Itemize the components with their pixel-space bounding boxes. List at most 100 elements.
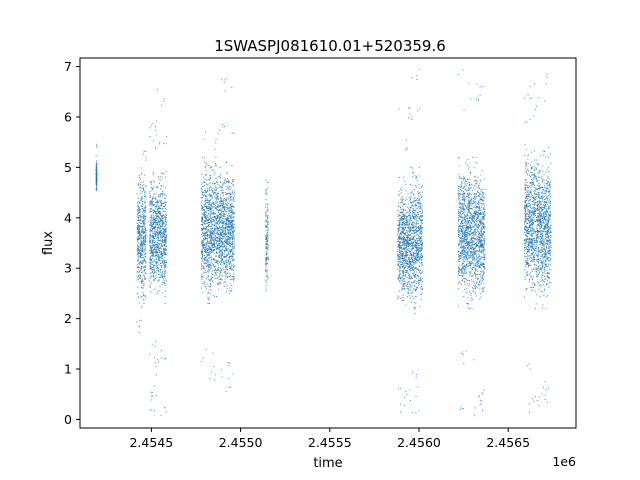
data-point <box>162 228 164 230</box>
data-point <box>403 231 405 233</box>
data-point <box>220 249 222 251</box>
data-point <box>206 183 208 185</box>
data-point <box>205 272 207 274</box>
data-point <box>411 248 413 250</box>
data-point <box>150 272 152 274</box>
data-point <box>214 221 216 223</box>
data-point <box>407 296 409 298</box>
data-point <box>418 192 420 194</box>
data-point <box>143 231 145 233</box>
data-point <box>157 268 159 270</box>
data-point <box>218 224 220 226</box>
data-point <box>220 257 222 259</box>
data-point <box>419 188 421 190</box>
data-point <box>409 208 411 210</box>
data-point <box>159 223 161 225</box>
data-point <box>205 278 207 280</box>
data-point <box>415 258 417 260</box>
data-point <box>201 193 203 195</box>
data-point <box>412 221 414 223</box>
data-point <box>154 226 156 228</box>
data-point <box>155 251 157 253</box>
data-point <box>397 253 399 255</box>
data-point <box>212 236 214 238</box>
data-point <box>215 156 217 158</box>
data-point <box>164 261 166 263</box>
data-point <box>416 277 418 279</box>
data-point <box>165 136 167 138</box>
data-point <box>201 257 203 259</box>
data-point <box>150 258 152 260</box>
data-point <box>410 239 412 241</box>
data-point <box>161 205 163 207</box>
data-point <box>402 241 404 243</box>
data-point <box>400 242 402 244</box>
data-point <box>204 200 206 202</box>
data-point <box>165 411 167 413</box>
data-point <box>216 251 218 253</box>
data-point <box>154 233 156 235</box>
data-point <box>138 250 140 252</box>
data-point <box>232 280 234 282</box>
data-point <box>141 256 143 258</box>
data-point <box>149 229 151 231</box>
data-point <box>405 224 407 226</box>
data-point <box>417 274 419 276</box>
data-point <box>407 224 409 226</box>
data-point <box>226 204 228 206</box>
data-point <box>160 276 162 278</box>
data-point <box>137 271 139 273</box>
data-point <box>159 196 161 198</box>
data-point <box>218 260 220 262</box>
data-point <box>156 224 158 226</box>
data-point <box>201 279 203 281</box>
data-point <box>212 206 214 208</box>
data-point <box>416 215 418 217</box>
data-point <box>231 222 233 224</box>
data-point <box>201 242 203 244</box>
data-point <box>145 261 147 263</box>
data-point <box>209 262 211 264</box>
data-point <box>411 412 413 414</box>
data-point <box>212 191 214 193</box>
data-point <box>218 230 220 232</box>
data-point <box>203 222 205 224</box>
data-point <box>204 157 206 159</box>
data-point <box>144 265 146 267</box>
data-point <box>157 218 159 220</box>
data-point <box>413 227 415 229</box>
data-point <box>209 221 211 223</box>
data-point <box>138 232 140 234</box>
data-point <box>158 231 159 233</box>
data-point <box>229 222 231 224</box>
data-point <box>419 240 421 242</box>
data-point <box>224 270 226 272</box>
data-point <box>419 232 421 234</box>
data-point <box>208 266 210 268</box>
data-point <box>227 241 229 243</box>
data-point <box>231 196 233 198</box>
data-point <box>210 251 212 253</box>
data-point <box>267 203 269 205</box>
data-point <box>413 258 415 260</box>
data-point <box>419 271 421 273</box>
data-point <box>140 240 142 242</box>
data-point <box>137 248 139 250</box>
data-point <box>155 220 157 222</box>
data-point <box>137 231 139 233</box>
data-point <box>221 241 223 243</box>
data-point <box>212 264 214 266</box>
data-point <box>401 256 403 258</box>
data-point <box>419 236 421 238</box>
data-point <box>409 242 411 244</box>
data-point <box>145 252 147 254</box>
data-point <box>219 239 221 241</box>
data-point <box>406 236 408 238</box>
data-point <box>152 223 154 225</box>
data-point <box>156 232 158 234</box>
data-point <box>225 230 227 232</box>
data-point <box>204 250 206 252</box>
data-point <box>208 291 209 293</box>
data-point <box>164 225 166 227</box>
data-point <box>232 213 234 215</box>
